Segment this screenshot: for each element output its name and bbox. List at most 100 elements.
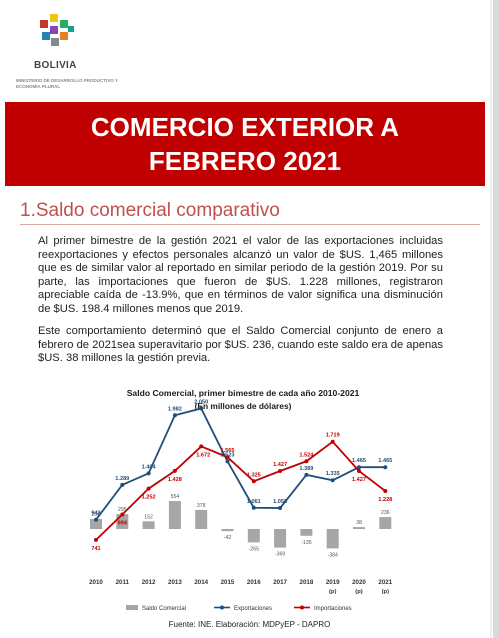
importaciones-label-2012: 1.252 xyxy=(142,495,156,501)
chart-title: Saldo Comercial, primer bimestre de cada… xyxy=(127,388,360,398)
bar-saldo-2014 xyxy=(195,509,208,529)
importaciones-point-2020 xyxy=(357,469,361,474)
exportaciones-label-2012: 1.404 xyxy=(142,464,157,470)
bar-saldo-2020 xyxy=(353,527,365,529)
exportaciones-label-2018: 1.389 xyxy=(299,466,313,472)
x-tick-label-2015: 2015 xyxy=(221,579,235,586)
legend-exportaciones-marker xyxy=(220,605,224,610)
bar-saldo-2017 xyxy=(274,529,287,548)
exportaciones-label-2019: 1.335 xyxy=(326,471,340,477)
ministry-emblem-icon xyxy=(40,14,74,46)
page-title-line1: COMERCIO EXTERIOR A xyxy=(90,112,400,142)
importaciones-label-2014: 1.672 xyxy=(196,452,210,458)
x-tick-label-2017: 2017 xyxy=(273,579,287,586)
importaciones-label-2013: 1.428 xyxy=(168,477,182,483)
bar-label-2015: -42 xyxy=(224,535,232,541)
importaciones-label-2018: 1.524 xyxy=(299,452,314,458)
body-paragraph-1: Al primer bimestre de la gestión 2021 el… xyxy=(38,235,443,315)
bar-label-2019: -384 xyxy=(328,552,338,558)
exportaciones-label-2011: 1.289 xyxy=(115,476,129,482)
chart-subtitle: (En millones de dólares) xyxy=(195,401,292,411)
exportaciones-label-2014: 2.050 xyxy=(194,399,208,405)
page-title-line2: FEBRERO 2021 xyxy=(148,146,342,176)
exportaciones-point-2017 xyxy=(278,506,283,511)
bar-label-2018: -135 xyxy=(301,540,311,546)
bar-label-2012: 152 xyxy=(144,514,153,520)
legend-saldo-label: Saldo Comercial xyxy=(142,606,186,612)
importaciones-label-2020: 1.427 xyxy=(352,477,366,483)
importaciones-point-2021 xyxy=(383,488,388,493)
x-tick-label-2011: 2011 xyxy=(116,579,130,586)
bar-saldo-2012 xyxy=(142,521,155,529)
exportaciones-label-2010: 942 xyxy=(91,511,100,517)
importaciones-point-2012 xyxy=(146,486,151,491)
x-tick-label-2019: 2019 xyxy=(326,579,340,586)
exportaciones-point-2013 xyxy=(172,413,177,418)
exportaciones-label-2020: 1.465 xyxy=(352,458,366,464)
page-title: COMERCIO EXTERIOR A FEBRERO 2021 xyxy=(5,110,485,178)
importaciones-label-2017: 1.427 xyxy=(273,462,287,468)
bar-saldo-2021 xyxy=(379,517,392,529)
bar-saldo-2015 xyxy=(221,529,234,532)
bar-saldo-2010 xyxy=(90,518,102,529)
x-tick-label-2018: 2018 xyxy=(300,579,314,586)
exportaciones-point-2020 xyxy=(357,465,361,470)
exportaciones-label-2013: 1.982 xyxy=(168,406,182,412)
importaciones-point-2018 xyxy=(304,459,309,464)
bar-label-2011: 295 xyxy=(118,507,127,513)
bar-label-2013: 554 xyxy=(171,494,180,500)
x-tick-label-2010: 2010 xyxy=(89,579,103,586)
importaciones-line xyxy=(95,440,386,541)
logo-subtitle: MINISTERIO DE DESARROLLO PRODUCTIVO Y EC… xyxy=(16,78,118,89)
legend-saldo-swatch xyxy=(126,605,138,610)
exportaciones-label-2017: 1.058 xyxy=(273,499,287,505)
ministry-logo: BOLIVIA MINISTERIO DE DESARROLLO PRODUCT… xyxy=(14,8,118,103)
x-tick-label-2020: 2020 xyxy=(352,579,366,586)
x-tick-note-2021: (p) xyxy=(382,589,389,595)
bar-label-2021: 236 xyxy=(381,510,390,516)
body-paragraph-2: Este comportamiento determinó que el Sal… xyxy=(38,325,443,365)
importaciones-label-2010: 741 xyxy=(91,546,100,552)
bar-label-2017: -369 xyxy=(275,552,285,558)
source-note: Fuente: INE. Elaboración: MDPyEP - DAPRO xyxy=(168,620,331,629)
exportaciones-point-2014 xyxy=(199,406,204,411)
importaciones-point-2010 xyxy=(94,537,98,542)
importaciones-point-2014 xyxy=(199,444,204,449)
exportaciones-point-2021 xyxy=(383,465,388,470)
bar-label-2020: 38 xyxy=(356,520,362,526)
exportaciones-label-2015: 1.523 xyxy=(221,452,235,458)
bar-label-2010: 200 xyxy=(92,512,101,518)
importaciones-label-2015: 1.565 xyxy=(221,448,235,454)
page-edge-decoration xyxy=(490,0,492,638)
exportaciones-point-2018 xyxy=(304,472,309,477)
legend-importaciones-marker xyxy=(300,605,304,610)
importaciones-point-2011 xyxy=(120,512,125,517)
section-heading: 1.Saldo comercial comparativo xyxy=(20,200,480,225)
importaciones-point-2016 xyxy=(251,479,256,484)
x-tick-label-2014: 2014 xyxy=(194,579,208,586)
exportaciones-point-2012 xyxy=(146,471,151,476)
bar-saldo-2018 xyxy=(300,529,313,536)
exportaciones-label-2016: 1.061 xyxy=(247,499,261,505)
exportaciones-point-2011 xyxy=(120,482,125,487)
importaciones-point-2015 xyxy=(225,455,230,460)
importaciones-label-2021: 1.228 xyxy=(378,497,392,503)
exportaciones-point-2019 xyxy=(330,478,335,483)
bar-label-2016: -265 xyxy=(249,546,259,552)
importaciones-point-2019 xyxy=(330,439,335,444)
exportaciones-point-2010 xyxy=(94,517,98,522)
exportaciones-point-2016 xyxy=(251,505,256,510)
exportaciones-point-2015 xyxy=(225,459,230,464)
legend-importaciones-label: Importaciones xyxy=(314,606,352,612)
title-banner: COMERCIO EXTERIOR A FEBRERO 2021 xyxy=(5,102,485,186)
x-tick-label-2013: 2013 xyxy=(168,579,182,586)
importaciones-label-2011: 994 xyxy=(118,520,128,526)
exportaciones-line xyxy=(95,407,386,521)
x-tick-label-2021: 2021 xyxy=(378,579,392,586)
importaciones-point-2017 xyxy=(278,469,283,474)
x-tick-label-2016: 2016 xyxy=(247,579,261,586)
bar-label-2014: 378 xyxy=(197,503,206,509)
legend-exportaciones-label: Exportaciones xyxy=(234,606,272,612)
x-tick-note-2019: (p) xyxy=(329,589,336,595)
bar-saldo-2013 xyxy=(168,501,181,529)
